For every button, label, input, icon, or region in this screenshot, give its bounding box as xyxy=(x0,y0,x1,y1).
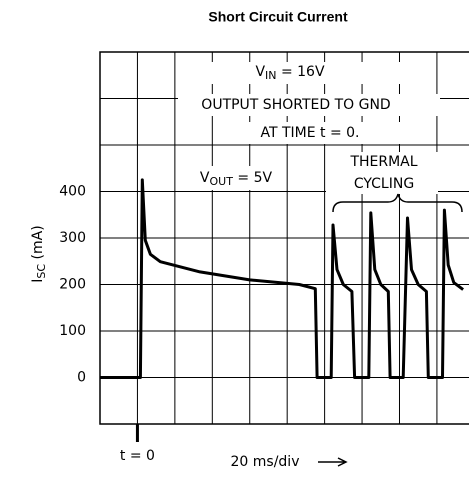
annotation: VOUT = 5V xyxy=(200,170,273,188)
y-tick-label: 300 xyxy=(59,230,86,246)
chart-title: Short Circuit Current xyxy=(208,9,348,25)
annotation-text: = 16V xyxy=(277,64,325,80)
y-tick-label: 200 xyxy=(59,277,86,293)
annotation-backdrop xyxy=(326,152,438,194)
annotation: THERMAL xyxy=(349,154,417,170)
annotation: AT TIME t = 0. xyxy=(260,125,359,141)
x-arrow xyxy=(318,457,348,467)
annotation-text: (mA) xyxy=(30,225,46,264)
annotation-text: AT TIME t = 0. xyxy=(260,125,359,141)
plot-border xyxy=(99,51,469,425)
annotation: VIN = 16V xyxy=(255,64,325,82)
annotation-text: V xyxy=(200,170,210,186)
y-tick-label: 100 xyxy=(59,323,86,339)
annotation-backdrop xyxy=(178,94,440,116)
annotation-sub: IN xyxy=(265,69,276,82)
annotation-text: CYCLING xyxy=(354,176,414,192)
annotation-backdrop xyxy=(220,122,400,144)
annotation-sub: OUT xyxy=(210,175,234,188)
annotation-text: = 5V xyxy=(233,170,273,186)
annotation-text: OUTPUT SHORTED TO GND xyxy=(201,97,390,113)
annotation: ISC (mA) xyxy=(30,225,48,282)
annotation: OUTPUT SHORTED TO GND xyxy=(201,97,390,113)
brace xyxy=(332,193,463,213)
y-tick-label: 0 xyxy=(77,370,86,386)
y-tick-label: 400 xyxy=(59,184,86,200)
data-line xyxy=(100,178,465,379)
annotation-backdrop xyxy=(182,166,286,190)
annotation-text: THERMAL xyxy=(349,154,417,170)
annotation: CYCLING xyxy=(354,176,414,192)
annotation-text: V xyxy=(255,64,265,80)
annotation-backdrop xyxy=(190,62,400,84)
x-axis-label: 20 ms/div xyxy=(231,454,300,470)
x-tick-label: t = 0 xyxy=(120,448,155,464)
annotation-sub: SC xyxy=(35,264,48,279)
annotation-text: I xyxy=(30,279,46,283)
